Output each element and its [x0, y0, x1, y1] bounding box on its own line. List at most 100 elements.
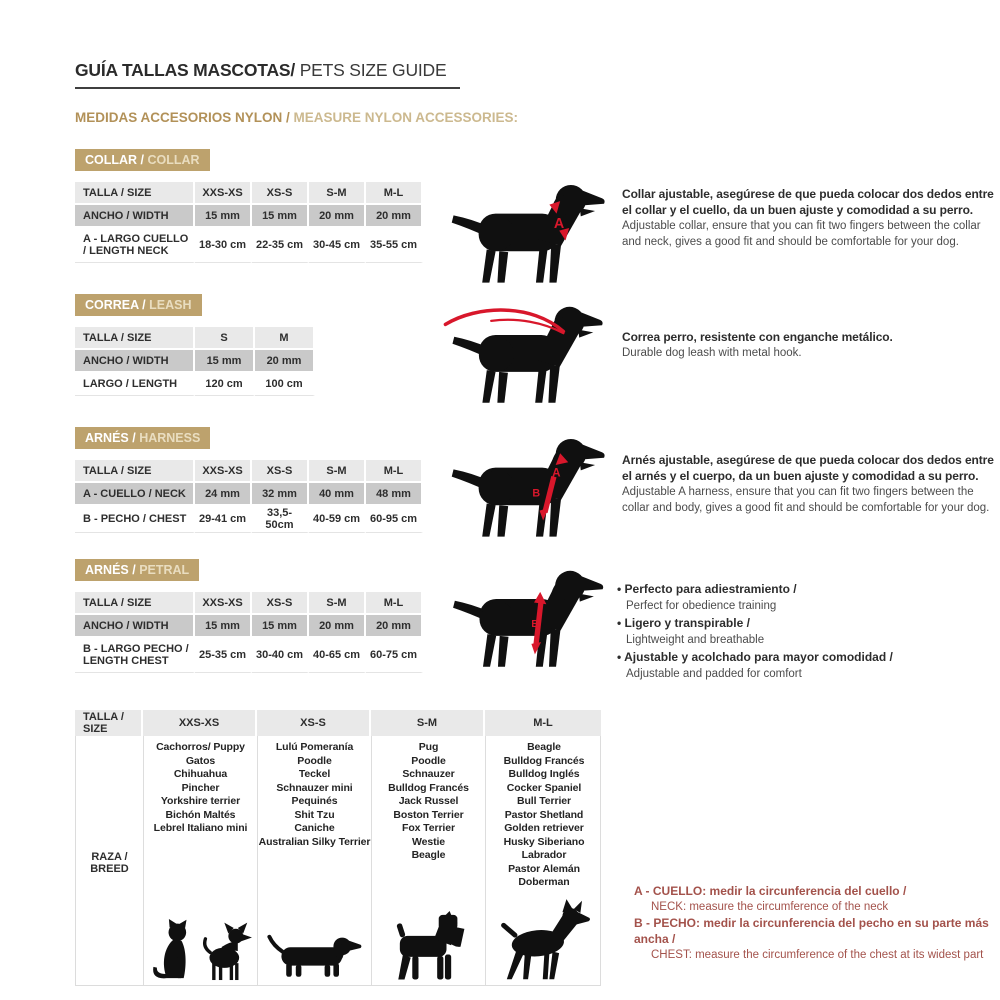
leash-length-row: LARGO / LENGTH 120 cm 100 cm [75, 371, 315, 396]
petral-width-row: ANCHO / WIDTH 15 mm 15 mm 20 mm 20 mm [75, 613, 423, 636]
leash-length-value: 120 cm [195, 371, 255, 396]
collar-width-value: 15 mm [195, 203, 252, 226]
breed-size-table: TALLA / SIZE XXS-XS XS-S S-M M-L RAZA / … [75, 710, 601, 986]
note-chest-key: B - [634, 916, 654, 930]
harness-chest-value: 40-59 cm [309, 504, 366, 533]
harness-strap [542, 475, 557, 514]
leash-header-size: TALLA / SIZE [75, 325, 195, 348]
petral-chest-row: B - LARGO PECHO / LENGTH CHEST 25-35 cm … [75, 636, 423, 673]
note-neck-en: NECK: measure the circumference of the n… [651, 901, 889, 913]
collar-header-s-m: S-M [309, 180, 366, 203]
petral-feature: Ajustable y acolchado para mayor comodid… [617, 649, 997, 683]
collar-badge-es: COLLAR / [85, 153, 148, 167]
harness-mark-letter-a: A [552, 467, 561, 480]
petral-header-size: TALLA / SIZE [75, 590, 195, 613]
petral-mark-letter-b: B [531, 619, 538, 630]
petral-feature-en: Perfect for obedience training [626, 600, 777, 612]
leash-size-table: TALLA / SIZE S M ANCHO / WIDTH 15 mm 20 … [75, 325, 315, 396]
collar-header-m-l: M-L [366, 180, 423, 203]
petral-header-s-m: S-M [309, 590, 366, 613]
collar-header-xxs-xs: XXS-XS [195, 180, 252, 203]
harness-chest-label: B - PECHO / CHEST [75, 504, 195, 533]
breed-list: Beagle Bulldog Francés Bulldog Inglés Cocke… [503, 741, 585, 888]
harness-mark-letter-b: B [532, 487, 540, 499]
note-neck-key: A - [634, 884, 653, 898]
petral-table-header-row: TALLA / SIZE XXS-XS XS-S S-M M-L [75, 590, 423, 613]
collar-description-es: Collar ajustable, asegúrese de que pueda… [622, 187, 994, 217]
leash-badge-en: LEASH [149, 298, 192, 312]
breed-column-xs-s: Lulú Pomeranía Poodle Teckel Schnauzer mini… [258, 736, 372, 985]
leash-line-detail [490, 318, 565, 335]
collar-table-header-row: TALLA / SIZE XXS-XS XS-S S-M M-L [75, 180, 423, 203]
collar-dog-illustration: A [451, 184, 605, 283]
leash-header-s: S [195, 325, 255, 348]
breed-column-m-l: Beagle Bulldog Francés Bulldog Inglés Cocke… [486, 736, 602, 985]
harness-measure-mark: A B [532, 453, 569, 521]
harness-header-xxs-xs: XXS-XS [195, 458, 252, 481]
breed-list: Lulú Pomeranía Poodle Teckel Schnauzer mini… [258, 741, 371, 848]
harness-badge: ARNÉS / HARNESS [75, 427, 211, 449]
collar-size-table: TALLA / SIZE XXS-XS XS-S S-M M-L ANCHO /… [75, 180, 423, 263]
collar-description: Collar ajustable, asegúrese de que pueda… [622, 186, 996, 250]
collar-width-label: ANCHO / WIDTH [75, 203, 195, 226]
collar-width-row: ANCHO / WIDTH 15 mm 15 mm 20 mm 20 mm [75, 203, 423, 226]
collar-neck-value: 22-35 cm [252, 226, 309, 263]
collar-neck-row: A - LARGO CUELLO / LENGTH NECK 18-30 cm … [75, 226, 423, 263]
leash-length-value: 100 cm [255, 371, 315, 396]
harness-neck-value: 24 mm [195, 481, 252, 504]
harness-description: Arnés ajustable, asegúrese de que pueda … [622, 452, 996, 516]
breed-icons-s-m [372, 911, 485, 981]
petral-feature-es: Ligero y transpirable / [617, 615, 997, 632]
leash-description-en: Durable dog leash with metal hook. [622, 347, 802, 359]
page-title-es: GUÍA TALLAS MASCOTAS/ [75, 60, 296, 80]
collar-width-value: 15 mm [252, 203, 309, 226]
harness-badge-es: ARNÉS / [85, 431, 140, 445]
breed-table-body-row: RAZA / BREED Cachorros/ Puppy Gatos Chihua… [75, 736, 601, 986]
harness-neck-value: 32 mm [252, 481, 309, 504]
petral-width-label: ANCHO / WIDTH [75, 613, 195, 636]
petral-badge-es: ARNÉS / [85, 563, 140, 577]
petral-width-value: 15 mm [252, 613, 309, 636]
breed-icons-m-l [486, 899, 602, 981]
harness-neck-value: 40 mm [309, 481, 366, 504]
harness-neck-row: A - CUELLO / NECK 24 mm 32 mm 40 mm 48 m… [75, 481, 423, 504]
harness-badge-en: HARNESS [139, 431, 201, 445]
breed-header-xs-s: XS-S [257, 710, 371, 736]
petral-chest-value: 60-75 cm [366, 636, 423, 673]
harness-header-size: TALLA / SIZE [75, 458, 195, 481]
doberman-icon [497, 899, 591, 981]
collar-neck-label: A - LARGO CUELLO / LENGTH NECK [75, 226, 195, 263]
breed-header-m-l: M-L [485, 710, 601, 736]
cat-icon [152, 919, 186, 979]
note-chest: B - PECHO: medir la circunferencia del p… [634, 915, 1000, 963]
leash-width-label: ANCHO / WIDTH [75, 348, 195, 371]
leash-width-value: 20 mm [255, 348, 315, 371]
petral-badge-en: PETRAL [139, 563, 190, 577]
breed-table-header-row: TALLA / SIZE XXS-XS XS-S S-M M-L [75, 710, 601, 736]
petral-chest-value: 25-35 cm [195, 636, 252, 673]
leash-dog-illustration [443, 306, 603, 403]
leash-header-m: M [255, 325, 315, 348]
harness-chest-value: 33,5-50cm [252, 504, 309, 533]
chihuahua-icon [202, 921, 254, 981]
petral-width-value: 20 mm [309, 613, 366, 636]
schnauzer-icon [395, 911, 464, 980]
note-chest-es: PECHO: medir la circunferencia del pecho… [634, 916, 989, 946]
breed-column-s-m: Pug Poodle Schnauzer Bulldog Francés Jack Ru… [372, 736, 486, 985]
petral-chest-label: B - LARGO PECHO / LENGTH CHEST [75, 636, 195, 673]
note-chest-en: CHEST: measure the circumference of the … [651, 949, 984, 961]
leash-table-header-row: TALLA / SIZE S M [75, 325, 315, 348]
petral-feature: Ligero y transpirable / Lightweight and … [617, 615, 997, 649]
collar-neck-value: 18-30 cm [195, 226, 252, 263]
petral-measure-mark: B [531, 591, 547, 655]
collar-description-en: Adjustable collar, ensure that you can f… [622, 220, 981, 248]
breed-icons-xs-s [258, 931, 371, 981]
harness-chest-value: 29-41 cm [195, 504, 252, 533]
harness-chest-row: B - PECHO / CHEST 29-41 cm 33,5-50cm 40-… [75, 504, 423, 533]
harness-size-table: TALLA / SIZE XXS-XS XS-S S-M M-L A - CUE… [75, 458, 423, 533]
leash-badge-es: CORREA / [85, 298, 150, 312]
collar-neck-value: 30-45 cm [309, 226, 366, 263]
leash-measure-mark [443, 308, 566, 334]
harness-chest-value: 60-95 cm [366, 504, 423, 533]
